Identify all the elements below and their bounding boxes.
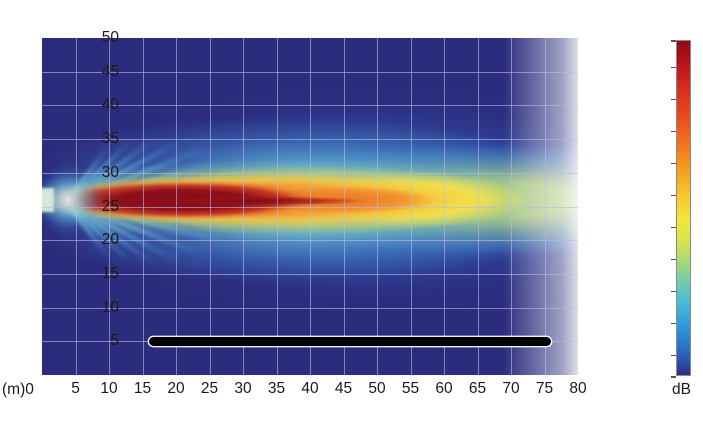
colorbar-tick [671, 98, 676, 101]
y-axis-tick-label: 50 [101, 29, 119, 46]
colorbar-tick [671, 130, 676, 133]
x-axis-tick-label: 55 [401, 380, 420, 397]
x-axis-tick-label: 40 [301, 380, 319, 397]
x-axis-tick-label: 10 [100, 380, 118, 397]
colorbar-tick [671, 376, 676, 378]
y-axis-tick-label: 25 [101, 197, 119, 215]
x-axis-tick-label: 80 [569, 380, 587, 397]
heatmap-plot [42, 38, 578, 375]
colorbar-tick [671, 162, 676, 165]
scale-bar [149, 337, 552, 347]
colorbar-tick [671, 226, 676, 229]
colorbar-tick [671, 258, 676, 261]
y-axis-tick-label: 40 [101, 96, 119, 114]
x-axis-tick-label: 35 [267, 380, 286, 397]
y-axis-tick-label: 35 [101, 130, 119, 148]
colorbar-tick [671, 322, 676, 325]
colorbar-tick [671, 40, 676, 42]
x-axis-tick-label: 50 [368, 380, 386, 397]
y-axis-tick-label: 10 [101, 298, 119, 316]
x-axis-tick-label: 45 [334, 380, 353, 397]
x-axis-tick-label: 30 [234, 380, 252, 397]
y-axis-tick-label: 30 [101, 163, 119, 181]
colorbar-gradient [676, 40, 691, 376]
colorbar-unit-label: dB [672, 381, 691, 398]
x-axis-tick-label: 15 [133, 380, 152, 397]
x-axis-tick-label: 25 [200, 380, 219, 397]
y-axis-tick-label: 15 [101, 264, 119, 282]
colorbar-tick [671, 354, 676, 357]
y-axis-unit-label: (m)0 [2, 381, 34, 398]
x-axis-tick-label: 5 [71, 380, 80, 397]
y-axis-tick-label: 45 [101, 62, 119, 80]
x-axis-tick-label: 65 [468, 380, 487, 397]
y-axis-tick-label: 20 [101, 231, 119, 249]
colorbar-tick [671, 66, 676, 69]
x-axis-tick-label: 70 [502, 380, 520, 397]
x-axis-tick-label: 75 [535, 380, 554, 397]
right-edge-wash [42, 38, 578, 375]
y-axis-tick-label: 5 [110, 332, 119, 350]
heatmap-clip [42, 38, 578, 375]
x-axis-tick-label: 60 [435, 380, 453, 397]
colorbar-tick [671, 194, 676, 197]
x-axis-tick-label: 20 [167, 380, 185, 397]
colorbar [671, 40, 692, 378]
colorbar-tick [671, 290, 676, 293]
